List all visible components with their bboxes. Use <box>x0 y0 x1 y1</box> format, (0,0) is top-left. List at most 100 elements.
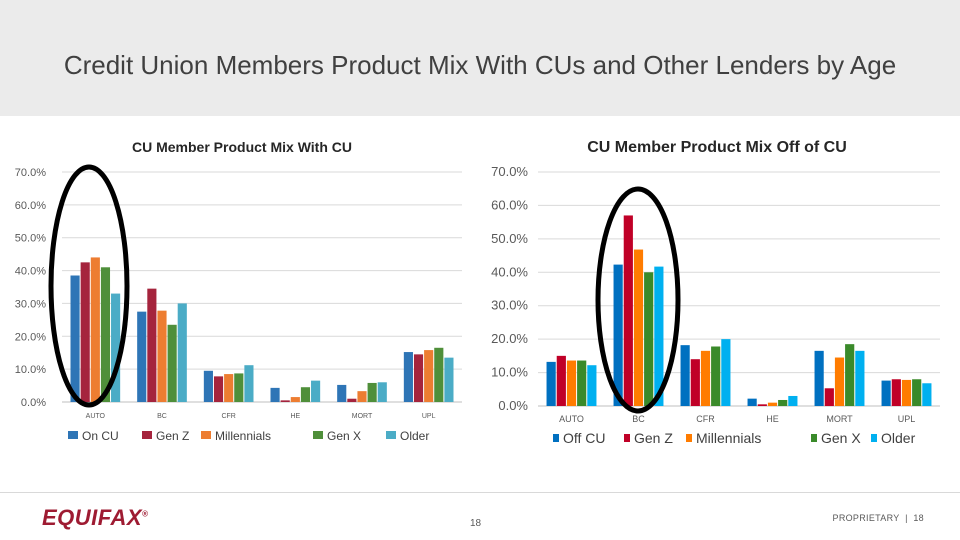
legend-label: Off CU <box>563 430 606 446</box>
bar <box>834 357 845 406</box>
chart-2: CU Member Product Mix Off of CU 0.0% 10.0%… <box>491 139 940 446</box>
category-label: AUTO <box>86 413 106 420</box>
y-tick-label: 0.0% <box>498 398 528 413</box>
legend-label: Older <box>881 430 916 446</box>
slide-header <box>0 0 960 116</box>
bar <box>137 311 147 402</box>
bar <box>747 398 757 406</box>
legend-marker <box>386 431 396 439</box>
bar <box>90 257 100 402</box>
legend-marker <box>686 434 692 442</box>
category-label: BC <box>632 414 645 424</box>
bar <box>147 288 157 402</box>
bar <box>824 388 834 406</box>
y-tick-label: 30.0% <box>15 298 46 310</box>
legend-marker <box>553 434 559 442</box>
y-tick-label: 20.0% <box>491 331 528 346</box>
bar <box>434 347 444 402</box>
category-label: UPL <box>898 414 916 424</box>
bar <box>566 360 577 406</box>
equifax-logo: EQUIFAX® <box>42 505 148 531</box>
bar <box>270 387 280 402</box>
bar <box>377 382 387 402</box>
category-label: CFR <box>696 414 715 424</box>
bar <box>177 303 187 402</box>
charts-area: CU Member Product Mix With CU 0.0% 10.0% 20… <box>15 139 940 446</box>
bar <box>700 350 711 406</box>
bar <box>577 360 587 406</box>
bar <box>300 387 311 402</box>
y-tick-label: 0.0% <box>21 397 46 409</box>
legend-marker <box>624 434 630 442</box>
bar <box>111 293 121 402</box>
y-tick-label: 40.0% <box>491 264 528 279</box>
legend-marker <box>871 434 877 442</box>
category-label: MORT <box>826 414 853 424</box>
footer-separator: | <box>905 513 908 523</box>
bar <box>556 355 566 406</box>
bar <box>157 310 167 402</box>
legend-marker <box>201 431 211 439</box>
footer-divider <box>0 492 960 493</box>
y-tick-label: 70.0% <box>15 167 46 179</box>
bar <box>546 361 556 406</box>
category-label: HE <box>290 413 300 420</box>
bar <box>337 384 347 402</box>
legend-label: Gen Z <box>156 429 189 443</box>
bar <box>203 370 213 402</box>
bar <box>855 350 865 406</box>
bar <box>213 376 224 402</box>
page-number: 18 <box>470 518 482 529</box>
legend-label: Gen X <box>821 430 861 446</box>
category-label: CFR <box>221 413 235 420</box>
bar <box>311 380 321 402</box>
y-tick-label: 20.0% <box>15 331 46 343</box>
bar <box>788 395 798 406</box>
legend-marker <box>68 431 78 439</box>
bar <box>347 398 357 402</box>
highlight-ellipse <box>595 186 681 414</box>
bar <box>613 264 623 406</box>
bar <box>70 275 80 402</box>
category-label: UPL <box>422 413 436 420</box>
legend-label: On CU <box>82 429 119 443</box>
bar <box>654 266 664 406</box>
bar <box>757 404 767 406</box>
y-tick-label: 60.0% <box>491 197 528 212</box>
y-tick-label: 30.0% <box>491 298 528 313</box>
bar <box>912 379 922 406</box>
y-tick-label: 60.0% <box>15 200 46 212</box>
footer-proprietary: PROPRIETARY | 18 <box>833 513 924 523</box>
category-label: MORT <box>352 413 373 420</box>
bar <box>881 380 891 406</box>
logo-mark: ® <box>142 509 149 519</box>
bar <box>814 350 824 406</box>
y-tick-label: 50.0% <box>491 231 528 246</box>
bar <box>891 379 901 406</box>
bar <box>901 379 912 406</box>
bar <box>280 400 290 402</box>
legend-label: Millennials <box>215 429 271 443</box>
bar <box>224 374 234 402</box>
bar <box>444 357 454 402</box>
legend-marker <box>811 434 817 442</box>
bar <box>623 215 633 406</box>
footer-page: 18 <box>913 513 924 523</box>
y-tick-label: 40.0% <box>15 266 46 278</box>
bar <box>845 344 855 406</box>
bar <box>711 346 721 406</box>
chart-title: CU Member Product Mix Off of CU <box>587 139 847 156</box>
y-tick-label: 70.0% <box>491 164 528 179</box>
legend-label: Millennials <box>696 430 761 446</box>
bar <box>767 402 778 406</box>
highlight-ellipse <box>48 164 130 408</box>
footer-label: PROPRIETARY <box>832 513 900 523</box>
bar <box>633 249 644 406</box>
bar <box>367 382 377 402</box>
bar <box>403 352 413 402</box>
y-tick-label: 50.0% <box>15 233 46 245</box>
chart-1: CU Member Product Mix With CU 0.0% 10.0% 20… <box>15 139 462 443</box>
legend-marker <box>142 431 152 439</box>
bar <box>922 383 932 406</box>
bar <box>721 339 731 406</box>
